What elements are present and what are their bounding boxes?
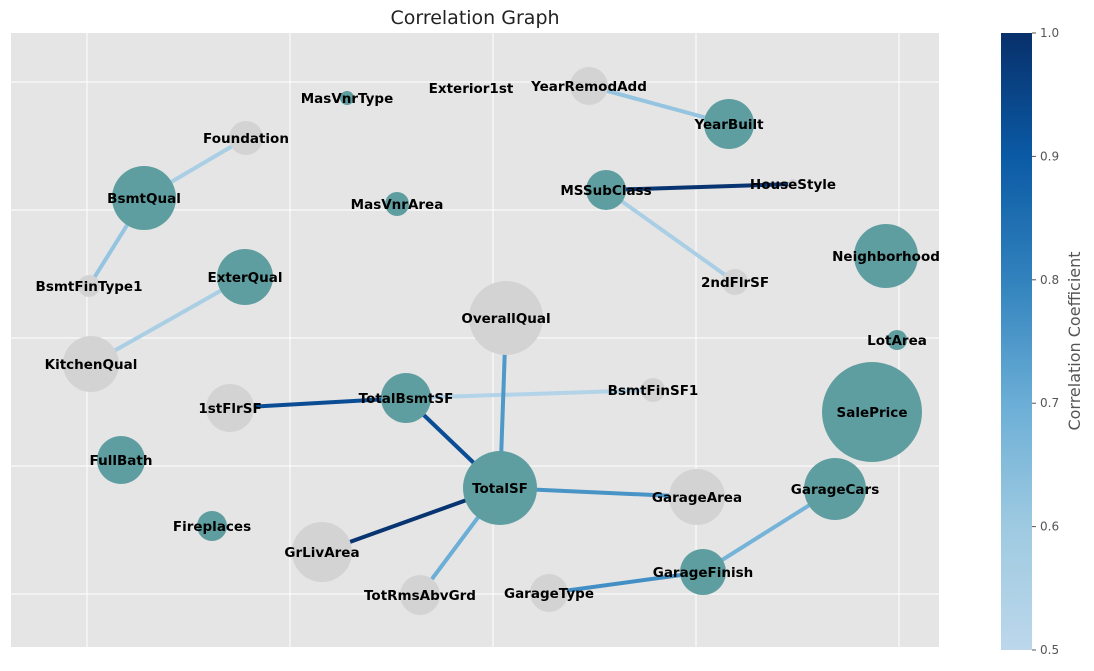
node-label-2ndFlrSF: 2ndFlrSF bbox=[701, 275, 769, 291]
node-Exterior1st bbox=[468, 85, 474, 91]
nodes bbox=[63, 67, 922, 615]
node-label-BsmtQual: BsmtQual bbox=[107, 191, 181, 207]
colorbar-tick-label: 0.6 bbox=[1040, 520, 1059, 534]
node-label-KitchenQual: KitchenQual bbox=[45, 357, 138, 373]
node-BsmtQual bbox=[112, 166, 176, 230]
colorbar-gradient bbox=[1001, 33, 1032, 650]
node-Foundation bbox=[229, 121, 263, 155]
node-label-LotArea: LotArea bbox=[867, 333, 927, 349]
node-label-Fireplaces: Fireplaces bbox=[173, 519, 251, 535]
node-SalePrice bbox=[822, 362, 922, 462]
colorbar-tick-label: 0.7 bbox=[1040, 396, 1059, 410]
node-OverallQual bbox=[469, 281, 543, 355]
node-label-FullBath: FullBath bbox=[90, 453, 153, 469]
edge-MSSubClass-HouseStyle bbox=[605, 182, 794, 192]
node-BsmtFinType1 bbox=[78, 275, 100, 297]
colorbar-tick-label: 0.8 bbox=[1040, 273, 1059, 287]
node-label-HouseStyle: HouseStyle bbox=[750, 177, 836, 193]
node-GarageCars bbox=[804, 458, 866, 520]
node-label-YearBuilt: YearBuilt bbox=[693, 117, 764, 133]
node-YearBuilt bbox=[704, 99, 754, 149]
colorbar-ticks: 0.5 0.6 0.7 0.8 0.9 1.0 bbox=[1032, 26, 1059, 657]
node-label-MSSubClass: MSSubClass bbox=[560, 183, 651, 199]
node-label-Exterior1st: Exterior1st bbox=[429, 81, 514, 97]
node-label-MasVnrType: MasVnrType bbox=[301, 91, 394, 107]
node-GrLivArea bbox=[292, 522, 352, 582]
colorbar: 0.5 0.6 0.7 0.8 0.9 1.0 Correlation Coefficie… bbox=[1001, 26, 1084, 657]
node-1stFlrSF bbox=[206, 384, 254, 432]
node-label-Neighborhood: Neighborhood bbox=[832, 249, 940, 265]
node-label-ExterQual: ExterQual bbox=[207, 270, 282, 286]
node-ExterQual bbox=[217, 249, 273, 305]
edges bbox=[87, 84, 837, 597]
node-KitchenQual bbox=[63, 336, 119, 392]
node-FullBath bbox=[97, 436, 145, 484]
node-GarageType bbox=[530, 574, 568, 612]
node-TotalBsmtSF bbox=[381, 373, 431, 423]
node-label-TotalSF: TotalSF bbox=[472, 481, 528, 497]
node-MasVnrType bbox=[340, 91, 354, 105]
edge-GarageFinish-GarageType bbox=[548, 570, 704, 595]
node-label-BsmtFinSF1: BsmtFinSF1 bbox=[608, 383, 699, 399]
node-label-GarageArea: GarageArea bbox=[652, 490, 742, 506]
node-TotRmsAbvGrd bbox=[400, 575, 440, 615]
node-TotalSF bbox=[463, 451, 537, 525]
node-label-TotRmsAbvGrd: TotRmsAbvGrd bbox=[364, 588, 476, 604]
node-Neighborhood bbox=[854, 224, 918, 288]
node-GarageFinish bbox=[680, 549, 726, 595]
colorbar-tick-label: 0.9 bbox=[1040, 149, 1059, 163]
node-label-GarageFinish: GarageFinish bbox=[653, 565, 754, 581]
node-2ndFlrSF bbox=[722, 269, 748, 295]
node-label-MasVnrArea: MasVnrArea bbox=[351, 197, 444, 213]
node-label-OverallQual: OverallQual bbox=[461, 311, 550, 327]
colorbar-tick-label: 1.0 bbox=[1040, 26, 1059, 40]
node-label-GarageCars: GarageCars bbox=[791, 482, 880, 498]
colorbar-label: Correlation Coefficient bbox=[1065, 251, 1084, 430]
edge-1stFlrSF-TotalBsmtSF bbox=[229, 396, 407, 410]
node-label-SalePrice: SalePrice bbox=[837, 405, 908, 421]
edge-TotalBsmtSF-BsmtFinSF1 bbox=[405, 388, 654, 400]
edge-MSSubClass-2ndFlrSF bbox=[604, 188, 737, 284]
node-label-Foundation: Foundation bbox=[203, 131, 289, 147]
node-label-TotalBsmtSF: TotalBsmtSF bbox=[359, 391, 454, 407]
colorbar-tick-label: 0.5 bbox=[1040, 643, 1059, 657]
node-BsmtFinSF1 bbox=[641, 378, 665, 402]
node-YearRemodAdd bbox=[570, 67, 608, 105]
node-label-GarageType: GarageType bbox=[504, 586, 594, 602]
node-label-YearRemodAdd: YearRemodAdd bbox=[530, 79, 647, 95]
edge-ExterQual-KitchenQual bbox=[90, 275, 246, 366]
node-LotArea bbox=[887, 330, 907, 350]
node-MasVnrArea bbox=[385, 192, 409, 216]
node-label-GrLivArea: GrLivArea bbox=[284, 545, 359, 561]
node-MSSubClass bbox=[586, 170, 626, 210]
node-label-1stFlrSF: 1stFlrSF bbox=[198, 401, 261, 417]
chart-title: Correlation Graph bbox=[390, 7, 559, 29]
plot-area bbox=[11, 33, 939, 647]
node-HouseStyle bbox=[788, 179, 798, 189]
node-labels: MasVnrType Exterior1st YearRemodAdd YearBui… bbox=[36, 79, 940, 604]
node-GarageArea bbox=[669, 469, 725, 525]
node-label-BsmtFinType1: BsmtFinType1 bbox=[36, 279, 143, 295]
node-Fireplaces bbox=[197, 511, 227, 541]
